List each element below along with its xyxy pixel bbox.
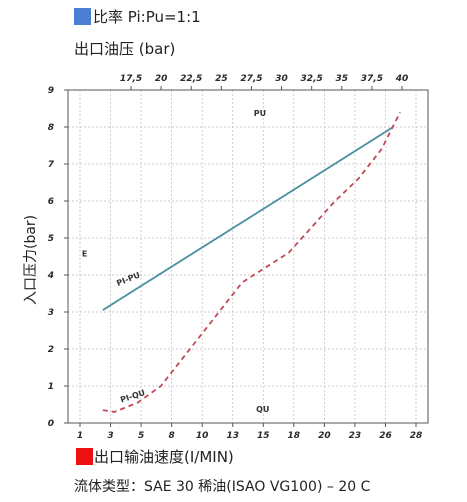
- bottom-tick-label: 10: [196, 431, 209, 441]
- left-tick-label: 3: [48, 308, 54, 318]
- left-tick-label: 2: [48, 345, 54, 355]
- annotation-e: E: [82, 250, 87, 259]
- bottom-tick-label: 8: [169, 431, 175, 441]
- legend-swatch-red: [76, 448, 93, 465]
- series-label-pi-qu: PI-QU: [119, 388, 146, 404]
- legend-bottom-label: 出口输油速度(I/MIN): [94, 448, 234, 466]
- left-tick-label: 1: [48, 382, 54, 392]
- legend-top: 比率 Pi:Pu=1:1: [74, 6, 201, 27]
- top-tick-label: 25: [215, 74, 228, 84]
- annotation-qu: QU: [256, 405, 269, 414]
- left-tick-label: 9: [48, 86, 54, 96]
- plot-frame: [67, 89, 429, 424]
- left-tick-label: 5: [48, 234, 54, 244]
- left-tick-label: 8: [48, 123, 54, 133]
- top-tick-label: 40: [395, 74, 409, 84]
- bottom-tick-label: 20: [318, 431, 331, 441]
- bottom-tick-label: 1: [77, 431, 83, 441]
- top-axis-title: 出口油压 (bar): [74, 40, 176, 58]
- bottom-tick-label: 13: [226, 431, 239, 441]
- left-tick-label: 4: [47, 271, 54, 281]
- bottom-tick-label: 23: [349, 431, 362, 441]
- series-layer: [102, 111, 401, 413]
- annotation-layer: PI-PU PI-QU PU QU E: [82, 109, 269, 414]
- legend-top-label: 比率 Pi:Pu=1:1: [93, 8, 201, 26]
- bottom-tick-label: 3: [107, 431, 113, 441]
- left-tick-label: 6: [48, 197, 54, 207]
- top-tick-label: 30: [275, 74, 288, 84]
- series-line-pi-qu: [102, 111, 401, 413]
- bottom-tick-label: 28: [410, 431, 423, 441]
- legend-bottom: 出口输油速度(I/MIN): [76, 446, 234, 467]
- top-tick-label: 20: [155, 74, 168, 84]
- fluid-type-info: 流体类型：SAE 30 稀油(ISAO VG100) – 20 C: [74, 479, 371, 495]
- bottom-tick-label: 15: [257, 431, 270, 441]
- series-line-pi-pu: [102, 126, 394, 311]
- series-label-pi-pu: PI-PU: [115, 270, 141, 288]
- top-tick-label: 17,5: [120, 74, 142, 84]
- bottom-tick-label: 26: [379, 431, 392, 441]
- bottom-tick-label: 5: [138, 431, 144, 441]
- top-tick-label: 22,5: [180, 74, 202, 84]
- left-tick-label: 0: [48, 419, 54, 429]
- bottom-tick-label: 18: [288, 431, 301, 441]
- top-tick-label: 35: [336, 74, 349, 84]
- top-tick-label: 32,5: [301, 74, 323, 84]
- legend-swatch-blue: [74, 8, 91, 25]
- annotation-pu: PU: [254, 109, 266, 118]
- top-tick-label: 37,5: [361, 74, 383, 84]
- left-tick-label: 7: [48, 160, 55, 170]
- top-tick-label: 27,5: [240, 74, 262, 84]
